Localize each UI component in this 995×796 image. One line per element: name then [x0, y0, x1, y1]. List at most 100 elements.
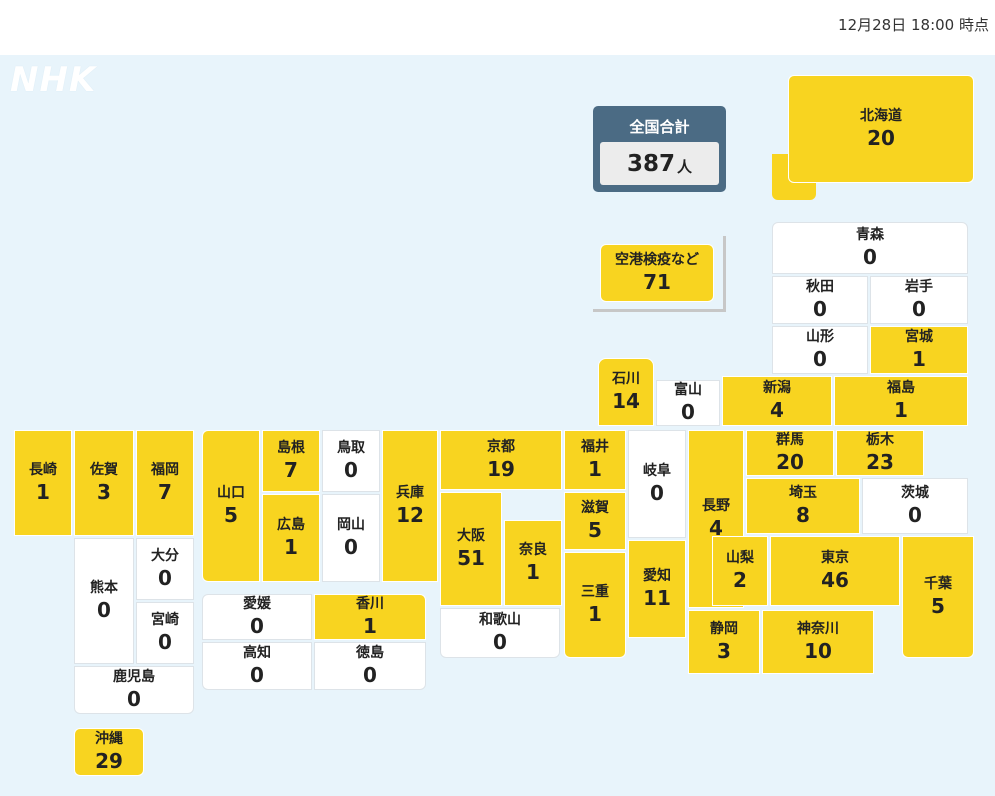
- prefecture-name: 長崎: [29, 462, 57, 479]
- prefecture-count: 46: [821, 567, 849, 592]
- prefecture-shimane: 島根 7: [262, 430, 320, 492]
- prefecture-name: 熊本: [90, 580, 118, 597]
- prefecture-name: 群馬: [776, 432, 804, 449]
- prefecture-name: 鹿児島: [113, 669, 155, 686]
- prefecture-name: 鳥取: [337, 440, 365, 457]
- prefecture-iwate: 岩手 0: [870, 276, 968, 324]
- prefecture-fukushima: 福島 1: [834, 376, 968, 426]
- prefecture-name: 和歌山: [479, 612, 521, 629]
- prefecture-count: 0: [908, 502, 922, 527]
- prefecture-name: 山形: [806, 329, 834, 346]
- prefecture-name: 岡山: [337, 517, 365, 534]
- prefecture-name: 秋田: [806, 279, 834, 296]
- prefecture-count: 7: [284, 457, 298, 482]
- prefecture-name: 徳島: [356, 645, 384, 662]
- prefecture-count: 14: [612, 388, 640, 413]
- prefecture-count: 8: [796, 502, 810, 527]
- prefecture-name: 石川: [612, 371, 640, 388]
- prefecture-name: 福井: [581, 439, 609, 456]
- prefecture-count: 5: [224, 502, 238, 527]
- prefecture-count: 0: [912, 296, 926, 321]
- prefecture-name: 大阪: [457, 528, 485, 545]
- prefecture-shiga: 滋賀 5: [564, 492, 626, 550]
- prefecture-count: 1: [526, 559, 540, 584]
- prefecture-name: 埼玉: [789, 485, 817, 502]
- prefecture-airport: 空港検疫など 71: [600, 244, 714, 302]
- prefecture-count: 12: [396, 502, 424, 527]
- prefecture-name: 北海道: [860, 108, 902, 125]
- prefecture-name: 京都: [487, 439, 515, 456]
- prefecture-chiba: 千葉 5: [902, 536, 974, 658]
- prefecture-nara: 奈良 1: [504, 520, 562, 606]
- prefecture-name: 福岡: [151, 462, 179, 479]
- prefecture-count: 3: [717, 638, 731, 663]
- prefecture-tottori: 鳥取 0: [322, 430, 380, 492]
- prefecture-count: 0: [813, 346, 827, 371]
- prefecture-count: 29: [95, 748, 123, 773]
- prefecture-count: 1: [363, 613, 377, 638]
- prefecture-ishikawa: 石川 14: [598, 358, 654, 426]
- prefecture-count: 1: [894, 397, 908, 422]
- prefecture-name: 空港検疫など: [615, 252, 699, 269]
- prefecture-name: 福島: [887, 380, 915, 397]
- prefecture-count: 0: [863, 244, 877, 269]
- prefecture-count: 5: [931, 593, 945, 618]
- prefecture-name: 岩手: [905, 279, 933, 296]
- airport-box-shadow: [593, 236, 726, 312]
- prefecture-hiroshima: 広島 1: [262, 494, 320, 582]
- prefecture-fukuoka: 福岡 7: [136, 430, 194, 536]
- prefecture-name: 長野: [702, 498, 730, 515]
- prefecture-kyoto: 京都 19: [440, 430, 562, 490]
- prefecture-count: 1: [588, 456, 602, 481]
- prefecture-count: 19: [487, 456, 515, 481]
- prefecture-count: 71: [643, 269, 671, 294]
- prefecture-name: 岐阜: [643, 463, 671, 480]
- prefecture-count: 0: [650, 480, 664, 505]
- prefecture-count: 0: [344, 457, 358, 482]
- prefecture-yamagata: 山形 0: [772, 326, 868, 374]
- update-timestamp: 12月28日 18:00 時点: [838, 16, 989, 34]
- prefecture-count: 0: [158, 629, 172, 654]
- prefecture-name: 高知: [243, 645, 271, 662]
- prefecture-count: 0: [363, 662, 377, 687]
- header-bar: 12月28日 18:00 時点: [0, 0, 995, 55]
- prefecture-name: 愛媛: [243, 596, 271, 613]
- prefecture-count: 1: [588, 601, 602, 626]
- prefecture-name: 大分: [151, 548, 179, 565]
- prefecture-tochigi: 栃木 23: [836, 430, 924, 476]
- prefecture-fukui: 福井 1: [564, 430, 626, 490]
- prefecture-osaka: 大阪 51: [440, 492, 502, 606]
- prefecture-saga: 佐賀 3: [74, 430, 134, 536]
- prefecture-count: 1: [912, 346, 926, 371]
- prefecture-name: 静岡: [710, 621, 738, 638]
- prefecture-name: 千葉: [924, 576, 952, 593]
- prefecture-count: 0: [681, 399, 695, 424]
- prefecture-yamanashi: 山梨 2: [712, 536, 768, 606]
- prefecture-ehime: 愛媛 0: [202, 594, 312, 640]
- prefecture-kagawa: 香川 1: [314, 594, 426, 640]
- prefecture-ibaraki: 茨城 0: [862, 478, 968, 534]
- prefecture-kanagawa: 神奈川 10: [762, 610, 874, 674]
- prefecture-name: 栃木: [866, 432, 894, 449]
- prefecture-count: 5: [588, 517, 602, 542]
- prefecture-name: 香川: [356, 596, 384, 613]
- prefecture-name: 佐賀: [90, 462, 118, 479]
- prefecture-name: 東京: [821, 550, 849, 567]
- prefecture-name: 兵庫: [396, 485, 424, 502]
- prefecture-gunma: 群馬 20: [746, 430, 834, 476]
- prefecture-count: 4: [709, 515, 723, 540]
- prefecture-name: 山梨: [726, 550, 754, 567]
- prefecture-name: 奈良: [519, 542, 547, 559]
- prefecture-count: 0: [158, 565, 172, 590]
- prefecture-count: 1: [36, 479, 50, 504]
- prefecture-name: 宮城: [905, 329, 933, 346]
- prefecture-aomori: 青森 0: [772, 222, 968, 274]
- prefecture-name: 島根: [277, 440, 305, 457]
- national-total-label: 全国合計: [629, 118, 690, 136]
- prefecture-hyogo: 兵庫 12: [382, 430, 438, 582]
- prefecture-wakayama: 和歌山 0: [440, 608, 560, 658]
- prefecture-kagoshima: 鹿児島 0: [74, 666, 194, 714]
- prefecture-miyazaki: 宮崎 0: [136, 602, 194, 664]
- prefecture-count: 0: [127, 686, 141, 711]
- prefecture-count: 0: [97, 597, 111, 622]
